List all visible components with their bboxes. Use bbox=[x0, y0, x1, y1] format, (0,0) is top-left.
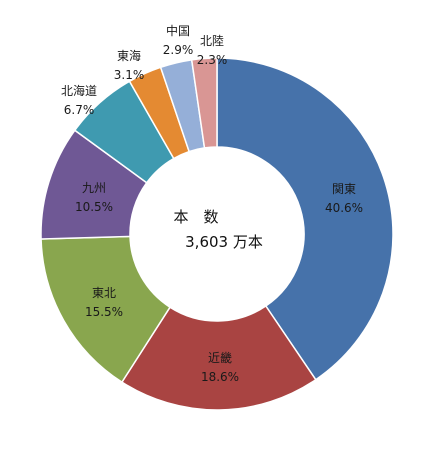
center-total: 3,603 万本 bbox=[185, 233, 263, 251]
slice-value-label-3: 10.5% bbox=[75, 200, 113, 214]
slice-labels-group: 関東 40.6% 近畿 18.6% 東北 15.5% 九州 10.5% 北海道 6.7% 東海 3.1… bbox=[61, 23, 363, 384]
slice-value-label-5: 3.1% bbox=[114, 68, 145, 82]
slice-name-label-0: 関東 bbox=[332, 182, 356, 196]
slice-value-label-6: 2.9% bbox=[163, 43, 194, 57]
slice-name-label-2: 東北 bbox=[92, 286, 116, 300]
slice-name-label-3: 九州 bbox=[82, 181, 106, 195]
slice-value-label-7: 2.3% bbox=[197, 53, 228, 67]
slices-group bbox=[40, 57, 394, 411]
slice-value-label-0: 40.6% bbox=[325, 201, 363, 215]
slice-name-label-5: 東海 bbox=[117, 48, 141, 63]
slice-name-label-7: 北陸 bbox=[200, 34, 224, 48]
slice-name-label-6: 中国 bbox=[166, 23, 190, 38]
slice-value-label-2: 15.5% bbox=[85, 305, 123, 319]
slice-name-label-4: 北海道 bbox=[61, 83, 97, 98]
center-title: 本 数 bbox=[173, 208, 218, 226]
donut-hole bbox=[130, 147, 304, 321]
slice-value-label-4: 6.7% bbox=[64, 103, 95, 117]
slice-value-label-1: 18.6% bbox=[201, 370, 239, 384]
slice-name-label-1: 近畿 bbox=[208, 351, 232, 365]
